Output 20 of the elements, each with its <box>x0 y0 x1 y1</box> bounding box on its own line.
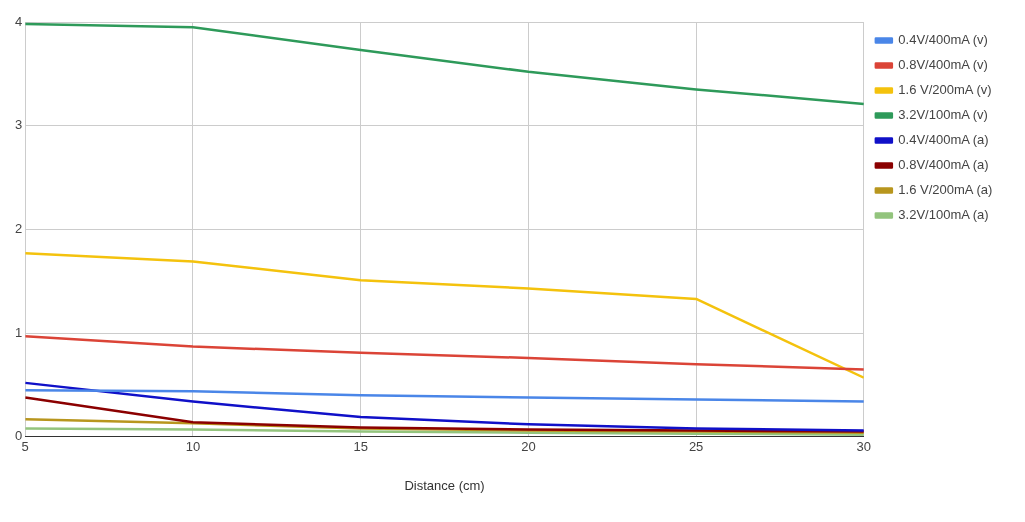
x-tick-label: 20 <box>521 439 536 455</box>
y-tick-label: 0 <box>15 428 23 444</box>
legend-label: 3.2V/100mA (a) <box>898 207 989 223</box>
legend-label: 0.4V/400mA (v) <box>898 32 988 48</box>
x-tick-label: 5 <box>21 439 29 455</box>
x-tick-label: 25 <box>688 439 704 455</box>
y-tick-label: 1 <box>15 324 23 340</box>
legend-label: 0.8V/400mA (v) <box>898 57 988 73</box>
x-tick-label: 15 <box>353 439 368 455</box>
y-tick-label: 4 <box>15 13 23 29</box>
x-tick-label: 10 <box>185 439 201 455</box>
legend-label: 0.4V/400mA (a) <box>898 132 989 148</box>
legend-label: 1.6 V/200mA (v) <box>898 82 992 98</box>
x-axis-title: Distance (cm) <box>404 477 485 493</box>
legend-label: 3.2V/100mA (v) <box>898 107 988 123</box>
y-tick-label: 3 <box>15 117 23 133</box>
legend-label: 0.8V/400mA (a) <box>898 157 989 173</box>
x-tick-label: 30 <box>856 439 872 455</box>
y-tick-label: 2 <box>15 220 23 236</box>
legend-label: 1.6 V/200mA (a) <box>898 182 993 198</box>
